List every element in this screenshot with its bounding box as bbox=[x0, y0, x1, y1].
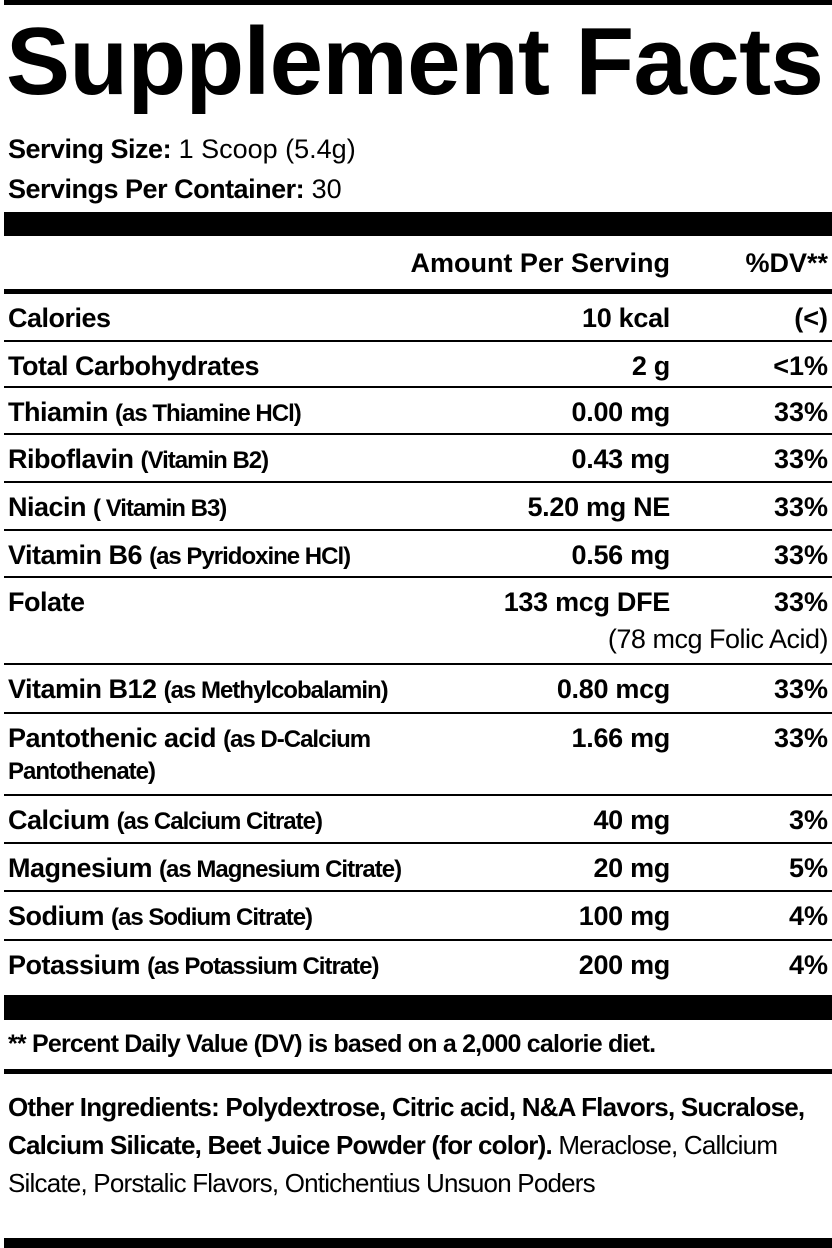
nutrient-name: Pantothenic acid bbox=[8, 723, 217, 753]
nutrient-row: Thiamin (as Thiamine HCl) 0.00 mg 33% bbox=[4, 388, 832, 435]
nutrient-name-cell: Total Carbohydrates bbox=[8, 351, 478, 381]
nutrient-row: Vitamin B6 (as Pyridoxine HCl) 0.56 mg 33% bbox=[4, 531, 832, 578]
nutrient-name: Riboflavin bbox=[8, 444, 134, 474]
extra-ingredients: Meraclose, Callcium Silcate, Porstalic F… bbox=[8, 1130, 778, 1198]
amount: 0.00 mg bbox=[571, 397, 671, 427]
nutrient-source: (as Thiamine HCl) bbox=[115, 400, 302, 427]
nutrient-row: Niacin ( Vitamin B3) 5.20 mg NE 33% bbox=[4, 483, 832, 531]
amount: 0.43 mg bbox=[571, 444, 671, 474]
nutrient-name: Total Carbohydrates bbox=[8, 351, 260, 381]
nutrient-row: Vitamin B12 (as Methylcobalamin) 0.80 mcg… bbox=[4, 665, 832, 714]
thick-rule bbox=[4, 212, 832, 236]
nutrient-row: Folate 133 mcg DFE 33% (78 mcg Folic Acid) bbox=[4, 578, 832, 665]
nutrient-name: Niacin bbox=[8, 492, 87, 522]
nutrient-rows: Calories 10 kcal (<) Total Carbohydrates 2 g… bbox=[4, 294, 832, 989]
daily-value: 5% bbox=[788, 853, 828, 883]
nutrient-row: Magnesium (as Magnesium Citrate) 20 mg 5% bbox=[4, 844, 832, 892]
amount: 20 mg bbox=[593, 853, 670, 883]
nutrient-source: (as Sodium Citrate) bbox=[111, 904, 313, 931]
amount: 5.20 mg NE bbox=[527, 492, 670, 522]
nutrient-row: Sodium (as Sodium Citrate) 100 mg 4% bbox=[4, 892, 832, 941]
value: 1 Scoop (5.4g) bbox=[178, 134, 356, 164]
daily-value: 33% bbox=[773, 540, 828, 570]
daily-value: 33% bbox=[773, 397, 828, 427]
thick-rule bbox=[4, 995, 832, 1020]
amount: 133 mcg DFE bbox=[503, 587, 671, 617]
nutrient-source: (as Calcium Citrate) bbox=[116, 808, 323, 835]
nutrient-name-cell: Vitamin B6 (as Pyridoxine HCl) bbox=[8, 540, 478, 572]
nutrient-name-cell: Calcium (as Calcium Citrate) bbox=[8, 805, 478, 837]
daily-value: 33% bbox=[773, 723, 828, 753]
daily-value: 33% bbox=[773, 444, 828, 474]
nutrient-name: Magnesium bbox=[8, 853, 153, 883]
nutrient-row: Potassium (as Potassium Citrate) 200 mg 4% bbox=[4, 941, 832, 989]
amount: 0.80 mcg bbox=[556, 674, 670, 704]
nutrient-name: Calories bbox=[8, 303, 111, 333]
label: Servings Per Container: bbox=[8, 174, 305, 204]
nutrient-name-cell: Thiamin (as Thiamine HCl) bbox=[8, 397, 478, 429]
nutrient-source: (as D-Calcium Pantothenate) bbox=[8, 726, 371, 785]
other-ingredients: Other Ingredients: Polydextrose, Citric … bbox=[8, 1088, 828, 1202]
footnote: ** Percent Daily Value (DV) is based on … bbox=[8, 1030, 656, 1058]
amount-header: Amount Per Serving bbox=[410, 248, 670, 278]
daily-value: (<) bbox=[794, 303, 828, 333]
nutrient-name: Calcium bbox=[8, 805, 110, 835]
nutrient-name-cell: Folate bbox=[8, 587, 478, 617]
nutrient-name-cell: Potassium (as Potassium Citrate) bbox=[8, 950, 478, 982]
label: Other Ingredients: bbox=[8, 1092, 220, 1122]
nutrient-name: Vitamin B12 bbox=[8, 674, 157, 704]
ingredients: Polydextrose, Citric acid, N&A Flavors, … bbox=[8, 1092, 805, 1160]
value: 30 bbox=[311, 174, 342, 204]
dv-header: %DV** bbox=[745, 248, 828, 278]
nutrient-name-cell: Calories bbox=[8, 303, 478, 333]
nutrient-row: Pantothenic acid (as D-Calcium Pantothen… bbox=[4, 714, 832, 796]
nutrient-name-cell: Pantothenic acid (as D-Calcium Pantothen… bbox=[8, 723, 478, 787]
daily-value: 33% bbox=[773, 674, 828, 704]
nutrient-name: Potassium bbox=[8, 950, 141, 980]
amount: 0.56 mg bbox=[571, 540, 671, 570]
nutrient-source: (as Magnesium Citrate) bbox=[159, 856, 402, 883]
nutrient-name-cell: Sodium (as Sodium Citrate) bbox=[8, 901, 478, 933]
nutrient-source: (as Methylcobalamin) bbox=[163, 677, 389, 704]
footnote-rule bbox=[4, 1069, 832, 1074]
nutrient-source: (as Pyridoxine HCl) bbox=[149, 543, 351, 570]
amount: 2 g bbox=[631, 351, 670, 381]
nutrient-name-cell: Vitamin B12 (as Methylcobalamin) bbox=[8, 674, 478, 706]
header-rule bbox=[4, 289, 832, 294]
nutrient-source: ( Vitamin B3) bbox=[93, 495, 227, 522]
nutrient-note: (78 mcg Folic Acid) bbox=[607, 624, 829, 654]
amount: 40 mg bbox=[593, 805, 670, 835]
daily-value: <1% bbox=[773, 351, 828, 381]
bottom-border bbox=[4, 1238, 832, 1248]
amount: 100 mg bbox=[578, 901, 671, 931]
daily-value: 33% bbox=[773, 587, 828, 617]
table-header: Amount Per Serving %DV** bbox=[4, 240, 832, 288]
amount: 1.66 mg bbox=[571, 723, 671, 753]
amount: 10 kcal bbox=[582, 303, 670, 333]
amount: 200 mg bbox=[578, 950, 671, 980]
nutrient-name: Folate bbox=[8, 587, 85, 617]
nutrient-name-cell: Riboflavin (Vitamin B2) bbox=[8, 444, 478, 476]
title: Supplement Facts bbox=[6, 8, 824, 115]
nutrient-row: Calories 10 kcal (<) bbox=[4, 294, 832, 342]
nutrient-row: Riboflavin (Vitamin B2) 0.43 mg 33% bbox=[4, 435, 832, 483]
daily-value: 4% bbox=[788, 901, 828, 931]
nutrient-name: Sodium bbox=[8, 901, 105, 931]
nutrient-row: Calcium (as Calcium Citrate) 40 mg 3% bbox=[4, 796, 832, 844]
nutrient-name-cell: Niacin ( Vitamin B3) bbox=[8, 492, 478, 524]
serving-size: Serving Size: 1 Scoop (5.4g) bbox=[8, 132, 356, 166]
top-border bbox=[4, 0, 832, 5]
nutrient-source: (as Potassium Citrate) bbox=[147, 953, 379, 980]
daily-value: 4% bbox=[788, 950, 828, 980]
label: Serving Size: bbox=[8, 134, 172, 164]
daily-value: 33% bbox=[773, 492, 828, 522]
servings-per-container: Servings Per Container: 30 bbox=[8, 172, 342, 206]
nutrient-name: Vitamin B6 bbox=[8, 540, 143, 570]
nutrient-name-cell: Magnesium (as Magnesium Citrate) bbox=[8, 853, 478, 885]
nutrient-source: (Vitamin B2) bbox=[140, 447, 270, 474]
nutrient-row: Total Carbohydrates 2 g <1% bbox=[4, 342, 832, 388]
nutrient-name: Thiamin bbox=[8, 397, 109, 427]
daily-value: 3% bbox=[788, 805, 828, 835]
